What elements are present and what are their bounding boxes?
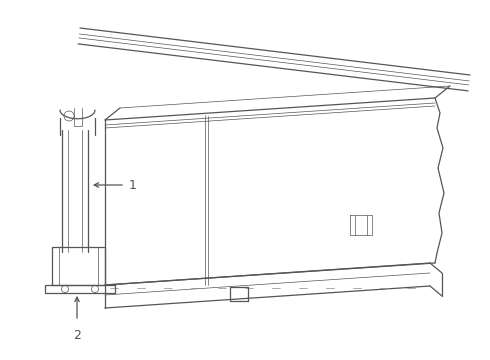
Text: 2: 2	[73, 329, 81, 342]
Text: 1: 1	[129, 179, 137, 192]
